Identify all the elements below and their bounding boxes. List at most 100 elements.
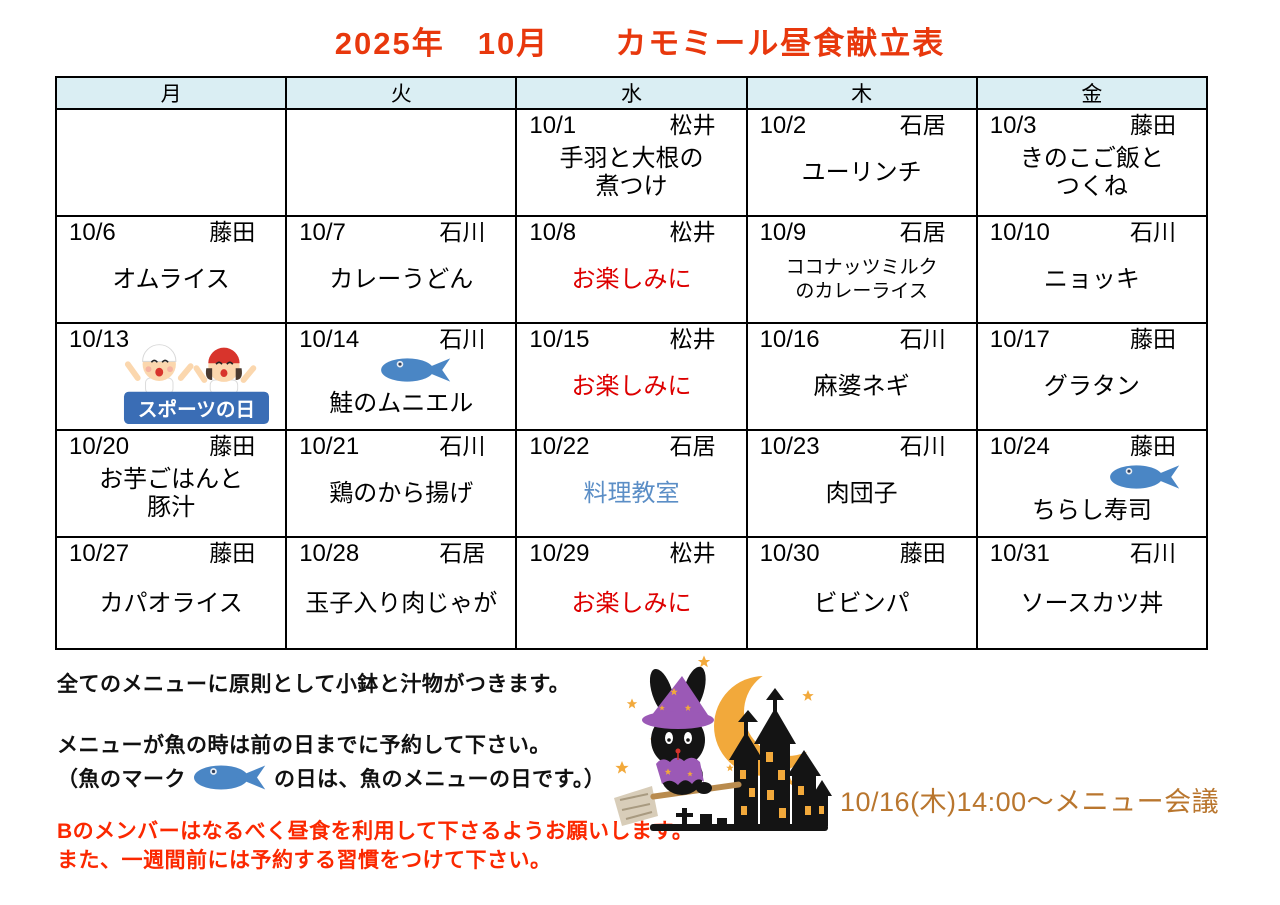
notes-section: 全てのメニューに原則として小鉢と汁物がつきます。 メニューが魚の時は前の日までに… <box>57 668 697 876</box>
calendar-cell-10-31: 10/31 石川ソースカツ丼 <box>975 536 1209 650</box>
cell-staff-name: 石居 <box>899 112 946 138</box>
calendar-cell-10-29: 10/29 松井 お楽しみに <box>515 536 748 650</box>
cell-date: 10/27 <box>69 540 130 567</box>
note-fish-mark-suffix: の日は、魚のメニューの日です。） <box>274 767 606 791</box>
weekday-header: 金 <box>975 76 1209 110</box>
calendar-cell-empty <box>285 108 518 217</box>
cell-date: 10/13 <box>69 326 130 353</box>
cell-staff-name: 藤田 <box>1130 112 1176 138</box>
cell-date: 10/17 <box>989 326 1050 353</box>
halloween-illustration-graphic <box>614 655 832 831</box>
fish-icon <box>190 761 270 794</box>
cell-staff-name: 石居 <box>899 219 946 245</box>
cell-staff-name: 藤田 <box>1130 326 1176 352</box>
weekday-header: 木 <box>745 76 978 110</box>
cell-staff-name: 石居 <box>439 540 486 566</box>
calendar-cell-10-16: 10/16 石川 麻婆ネギ <box>745 322 978 431</box>
weekday-header-row: 月火水木金 <box>54 76 1209 110</box>
cell-staff-name: 藤田 <box>209 433 256 459</box>
cell-date: 10/31 <box>989 540 1050 567</box>
note-reserve-habit: また、一週間前には予約する習慣をつけて下さい。 <box>57 848 552 872</box>
calendar-cell-10-2: 10/2 石居 ユーリンチ <box>745 108 978 217</box>
cell-staff-name: 藤田 <box>899 540 946 566</box>
cell-staff-name: 石川 <box>439 433 486 459</box>
calendar-week-row: 10/27 藤田 カパオライス 10/28 石居 玉子入り肉じゃが 10/29 松井 お楽しみに… <box>54 536 1209 650</box>
calendar-cell-10-28: 10/28 石居玉子入り肉じゃが <box>285 536 518 650</box>
note-fish-reserve: メニューが魚の時は前の日までに予約して下さい。 <box>57 734 551 757</box>
cell-menu: カレーうどん <box>329 266 474 294</box>
cell-menu: 手羽と大根の 煮つけ <box>559 144 704 201</box>
cell-date: 10/6 <box>69 219 116 246</box>
calendar-cell-10-17: 10/17 藤田 グラタン <box>975 322 1209 431</box>
cell-date: 10/29 <box>529 540 590 567</box>
cell-menu: お楽しみに <box>571 373 692 401</box>
cell-menu: ニョッキ <box>1043 266 1140 294</box>
cell-staff-name: 石川 <box>439 326 486 352</box>
fish-icon <box>1110 465 1180 490</box>
calendar-cell-10-20: 10/20 藤田お芋ごはんと 豚汁 <box>54 429 288 538</box>
cell-menu: オムライス <box>112 266 230 294</box>
meeting-announcement: 10/16(木)14:00～メニュー会議 <box>840 787 1220 817</box>
calendar-cell-10-10: 10/10 石川 ニョッキ <box>975 215 1209 324</box>
cell-date: 10/3 <box>989 112 1037 139</box>
cell-menu: お楽しみに <box>571 266 692 294</box>
cell-date: 10/1 <box>529 112 577 139</box>
calendar-cell-10-15: 10/15 松井お楽しみに <box>515 322 748 431</box>
cell-date: 10/16 <box>759 326 820 353</box>
calendar-cell-10-23: 10/23 石川 肉団子 <box>745 429 978 538</box>
cell-date: 10/22 <box>529 433 590 460</box>
cell-date: 10/20 <box>69 433 130 460</box>
calendar-cell-10-24: 10/24 藤田 ちらし寿司 <box>975 429 1209 538</box>
note-fish-mark-prefix: （魚のマーク <box>57 767 186 791</box>
note-b-members: Bのメンバーはなるべく昼食を利用して下さるようお願いします。 <box>57 820 694 843</box>
cell-staff-name: 藤田 <box>209 219 256 245</box>
note-fish-mark: （魚のマーク の日は、魚のメニューの日です。） <box>57 761 697 794</box>
weekday-header: 火 <box>285 76 518 110</box>
cell-menu: 麻婆ネギ <box>813 373 910 401</box>
menu-calendar: 月火水木金 10/1 松井 手羽と大根の 煮つけ 10/2 石居 ユーリンチ 10/3 藤田 きの… <box>54 76 1209 650</box>
calendar-cell-10-9: 10/9 石居ココナッツミルク のカレーライス <box>745 215 978 324</box>
cell-date: 10/28 <box>299 540 360 567</box>
note-side-dishes: 全てのメニューに原則として小鉢と汁物がつきます。 <box>57 673 571 696</box>
calendar-cell-10-7: 10/7 石川 カレーうどん <box>285 215 518 324</box>
cell-date: 10/2 <box>759 112 807 139</box>
cell-menu: ソースカツ丼 <box>1020 589 1164 617</box>
calendar-week-row: 10/6 藤田 オムライス 10/7 石川 カレーうどん 10/8 松井 お楽しみに 10/9 石居… <box>54 215 1209 324</box>
cell-menu: ココナッツミルク のカレーライス <box>785 257 938 303</box>
cell-staff-name: 藤田 <box>1130 433 1176 459</box>
cell-date: 10/15 <box>529 326 590 353</box>
cell-date: 10/21 <box>299 433 360 460</box>
cell-date: 10/10 <box>989 219 1050 246</box>
cell-staff-name: 松井 <box>669 219 716 245</box>
cell-staff-name: 石川 <box>1130 540 1176 566</box>
cell-menu: ビビンパ <box>813 589 910 617</box>
calendar-week-row: 10/20 藤田 お芋ごはんと 豚汁 10/21 石川 鶏のから揚げ 10/22 石居 料理教室 1… <box>54 429 1209 538</box>
calendar-cell-10-27: 10/27 藤田 カパオライス <box>54 536 288 650</box>
fish-icon <box>194 765 266 790</box>
sports-day-illustration: スポーツの日 <box>124 344 270 425</box>
cell-menu: 肉団子 <box>825 480 898 508</box>
cell-staff-name: 石川 <box>439 219 486 245</box>
svg-text:スポーツの日: スポーツの日 <box>138 398 255 421</box>
page-title: 2025年 10月 カモミール昼食献立表 <box>334 26 946 61</box>
cell-date: 10/9 <box>759 219 807 246</box>
cell-date: 10/30 <box>759 540 820 567</box>
calendar-cell-10-8: 10/8 松井 お楽しみに <box>515 215 748 324</box>
cell-menu: 料理教室 <box>583 480 680 508</box>
cell-menu: カパオライス <box>99 589 243 617</box>
cell-staff-name: 石居 <box>669 433 716 459</box>
cell-menu: 鮭のムニエル <box>329 390 474 418</box>
weekday-header: 月 <box>54 76 288 110</box>
fish-icon <box>381 358 451 383</box>
calendar-body: 10/1 松井 手羽と大根の 煮つけ 10/2 石居 ユーリンチ 10/3 藤田 きのこご飯と つく… <box>54 108 1209 650</box>
weekday-header: 水 <box>515 76 748 110</box>
cell-menu: 玉子入り肉じゃが <box>305 589 498 617</box>
cell-menu: お楽しみに <box>571 589 692 617</box>
calendar-cell-10-14: 10/14 石川 鮭のムニエル <box>285 322 518 431</box>
cell-menu: お芋ごはんと 豚汁 <box>99 465 244 522</box>
halloween-witch-illustration <box>612 648 852 866</box>
cell-staff-name: 松井 <box>669 326 716 352</box>
cell-date: 10/24 <box>989 433 1050 460</box>
calendar-cell-10-21: 10/21 石川 鶏のから揚げ <box>285 429 518 538</box>
